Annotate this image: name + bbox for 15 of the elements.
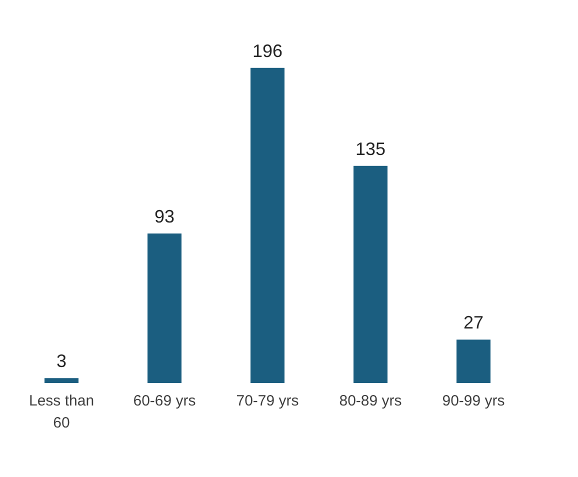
bar (250, 68, 284, 383)
bar (354, 166, 388, 383)
data-label: 93 (154, 206, 175, 226)
bar (44, 378, 78, 383)
x-tick-label: 90-99 yrs (442, 392, 505, 410)
x-tick-label: Less than 60 (28, 392, 94, 432)
data-label: 196 (252, 40, 283, 61)
data-label: 27 (463, 312, 484, 333)
x-tick-label: 80-89 yrs (339, 392, 402, 410)
bar (456, 340, 490, 383)
x-tick-label: 60-69 yrs (133, 392, 196, 410)
x-tick-label: 70-79 yrs (236, 392, 299, 410)
data-label: 3 (56, 351, 67, 372)
bar (148, 233, 182, 383)
data-label: 135 (355, 138, 386, 159)
